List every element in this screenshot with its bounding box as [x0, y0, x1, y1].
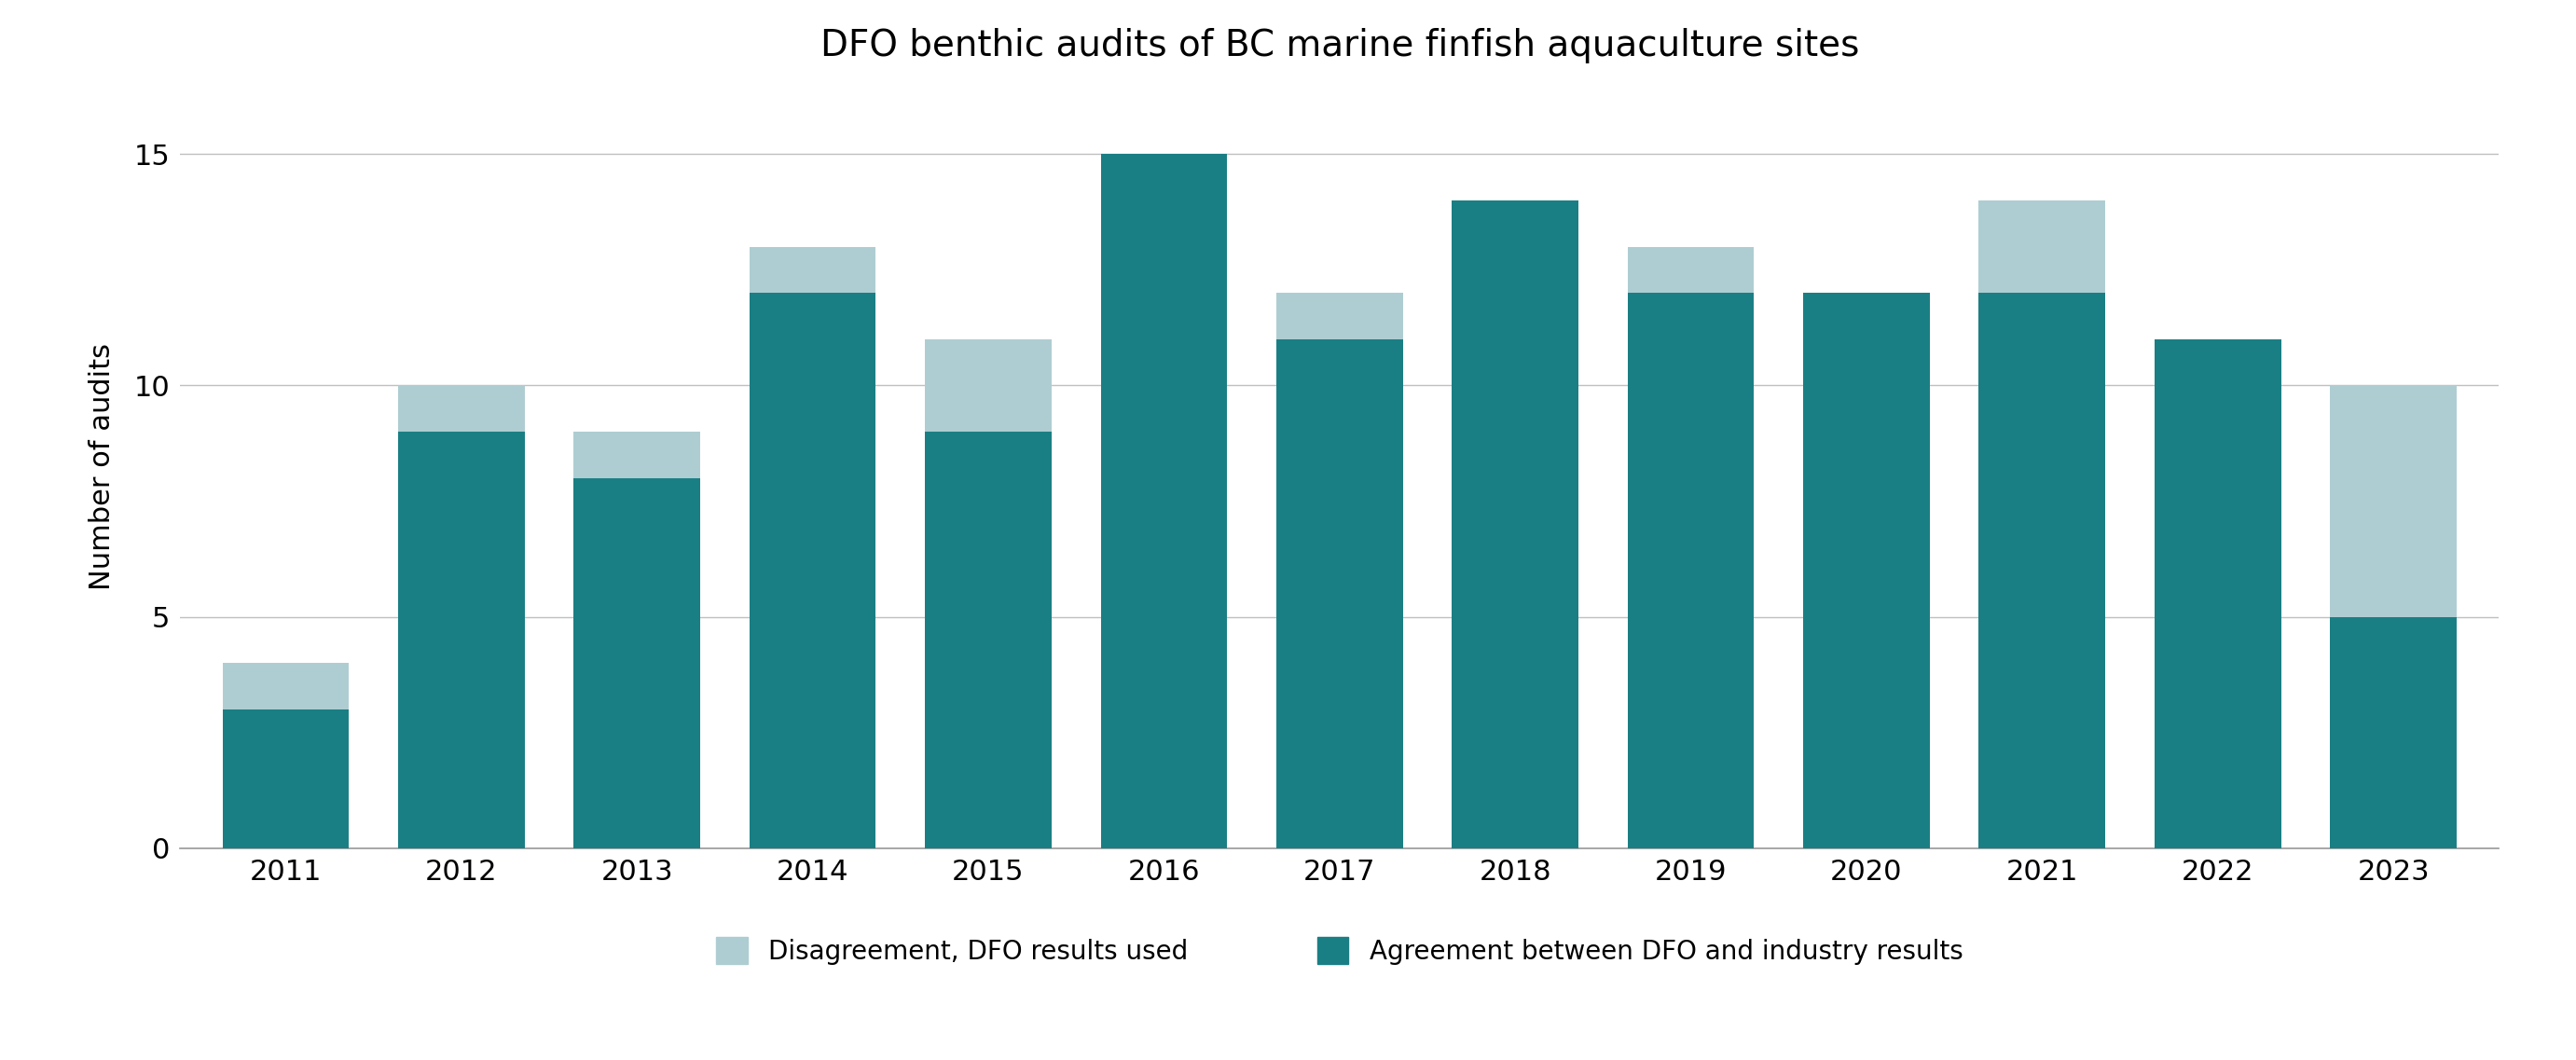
Legend: Disagreement, DFO results used, Agreement between DFO and industry results: Disagreement, DFO results used, Agreemen…: [716, 937, 1963, 965]
Bar: [574, 431, 701, 478]
Bar: [1803, 293, 1929, 848]
Bar: [750, 293, 876, 848]
Y-axis label: Number of audits: Number of audits: [88, 342, 116, 590]
Title: DFO benthic audits of BC marine finfish aquaculture sites: DFO benthic audits of BC marine finfish …: [819, 29, 1860, 64]
Bar: [1275, 339, 1404, 848]
Bar: [399, 431, 526, 848]
Bar: [1628, 247, 1754, 293]
Bar: [1978, 200, 2105, 293]
Bar: [2331, 386, 2458, 617]
Bar: [1453, 200, 1579, 848]
Bar: [399, 386, 526, 431]
Bar: [1628, 293, 1754, 848]
Bar: [574, 478, 701, 848]
Bar: [1275, 293, 1404, 339]
Bar: [2154, 339, 2280, 848]
Bar: [1100, 154, 1226, 848]
Bar: [925, 431, 1051, 848]
Bar: [925, 339, 1051, 431]
Bar: [222, 662, 348, 709]
Bar: [2331, 617, 2458, 848]
Bar: [750, 247, 876, 293]
Bar: [1978, 293, 2105, 848]
Bar: [222, 709, 348, 848]
